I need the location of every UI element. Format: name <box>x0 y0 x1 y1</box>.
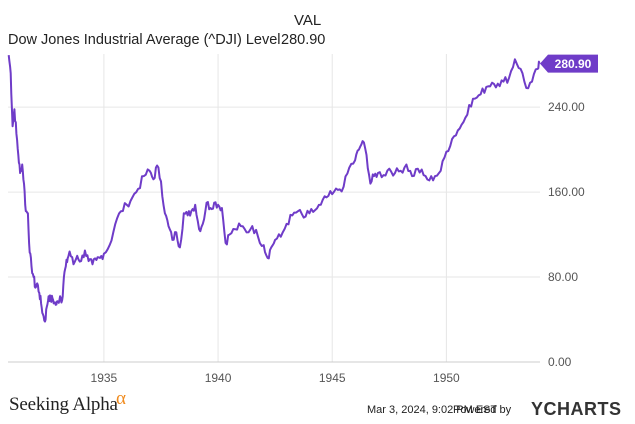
y-tick-label: 160.00 <box>548 185 585 199</box>
last-value-flag: 280.90 <box>540 54 598 73</box>
ycharts-logo[interactable]: YCHARTS <box>531 399 622 419</box>
y-tick-labels: 0.00 80.00 160.00 240.00 <box>548 100 585 369</box>
x-tick-label: 1950 <box>433 371 460 385</box>
legend-series-name: Dow Jones Industrial Average (^DJI) Leve… <box>8 32 281 48</box>
x-tick-label: 1945 <box>319 371 346 385</box>
alpha-symbol-icon: α <box>116 388 126 409</box>
seeking-alpha-logo-text: Seeking Alpha <box>9 394 118 415</box>
x-gridlines <box>103 54 447 362</box>
powered-by-text: Powered by <box>453 404 512 416</box>
x-tick-labels: 1935 1940 1945 1950 <box>91 371 461 385</box>
last-value-flag-shape <box>540 54 598 73</box>
dji-series-line <box>7 54 541 323</box>
x-tick-label: 1940 <box>205 371 232 385</box>
x-tick-label: 1935 <box>91 371 118 385</box>
y-gridlines <box>8 106 540 278</box>
last-value-label: 280.90 <box>555 57 592 71</box>
legend-header: VAL <box>294 12 322 29</box>
y-tick-label: 0.00 <box>548 355 572 369</box>
y-tick-label: 80.00 <box>548 270 578 284</box>
y-tick-label: 240.00 <box>548 100 585 114</box>
footer-date: Mar 3, 2024, 9:02 PM EST <box>367 404 498 416</box>
legend-series-value: 280.90 <box>281 32 326 48</box>
